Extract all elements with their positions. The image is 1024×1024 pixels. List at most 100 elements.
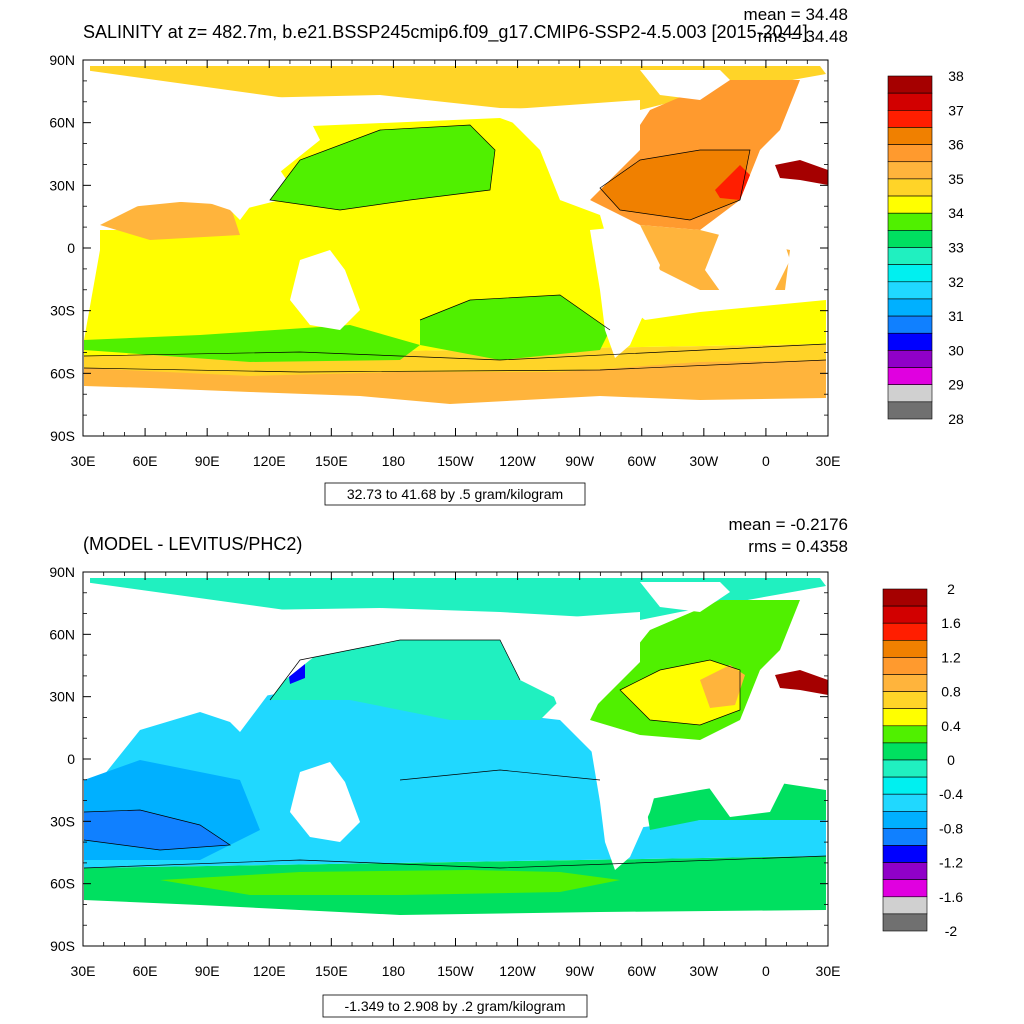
stat-mean: mean = 34.48 (744, 5, 848, 24)
continent-antarctica (84, 400, 826, 436)
x-tick-label: 90W (565, 963, 595, 979)
colorbar-swatch (887, 92, 933, 111)
y-tick-label: 90S (50, 428, 75, 444)
x-tick-label: 30E (816, 453, 841, 469)
region-gulf-stream (700, 665, 745, 708)
colorbar-swatch (887, 384, 933, 403)
map-area (82, 571, 829, 947)
region-indian-deep (84, 810, 230, 850)
info-label: 32.73 to 41.68 by .5 gram/kilogram (347, 486, 563, 502)
colorbar-swatch (882, 828, 928, 846)
x-tick-label: 0 (762, 453, 770, 469)
y-tick-label: 60N (49, 626, 75, 642)
colorbar-label: 0.8 (941, 684, 961, 700)
contour-line (83, 343, 827, 361)
region-north-pacific-green (270, 125, 495, 210)
colorbar-swatch (882, 691, 928, 709)
colorbar-swatch (882, 776, 928, 795)
x-tick-label: 120E (253, 963, 286, 979)
stat-mean: mean = -0.2176 (728, 515, 848, 534)
colorbar-swatch (882, 725, 928, 744)
x-tick-label: 60W (627, 963, 657, 979)
continent-africa (705, 230, 790, 305)
x-tick-label: 60E (133, 963, 158, 979)
y-tick-label: 90N (49, 564, 75, 580)
colorbar-swatch (887, 281, 933, 300)
y-tick-label: 90N (49, 52, 75, 68)
colorbar-label: 31 (948, 308, 964, 324)
colorbar-swatch (887, 212, 933, 231)
panel-salinity: SALINITY at z= 482.7m, b.e21.BSSP245cmip… (49, 5, 964, 506)
x-tick-label: 30E (71, 453, 96, 469)
colorbar-swatch (882, 742, 928, 761)
colorbar-label: 33 (948, 240, 964, 256)
x-tick-label: 120W (499, 453, 536, 469)
colorbar-swatch (887, 178, 933, 197)
x-tick-label: 30E (816, 963, 841, 979)
colorbar-swatch (882, 913, 928, 932)
colorbar-label: 0.4 (941, 718, 961, 734)
y-tick-label: 0 (67, 751, 75, 767)
colorbar-swatch (887, 298, 933, 317)
colorbar: 38 37 36 35 34 33 32 31 30 29 28 (887, 68, 964, 427)
x-axis: 30E 60E 90E 120E 150E 180 150W 120W 90W 60W 30W 0 30… (71, 572, 841, 979)
colorbar-swatch (887, 161, 933, 180)
colorbar-label: 32 (948, 274, 964, 290)
colorbar-label: 28 (948, 411, 964, 427)
info-box-frame (322, 994, 588, 1018)
y-tick-label: 30S (50, 813, 75, 829)
colorbar-swatch (882, 879, 928, 898)
colorbar-label: 34 (948, 205, 964, 221)
colorbar-swatch (887, 264, 933, 283)
x-tick-label: 150W (437, 453, 474, 469)
colorbar-swatch (887, 332, 933, 351)
colorbar-label: 2 (947, 581, 955, 597)
x-tick-label: 180 (382, 963, 406, 979)
colorbar-swatch (882, 845, 928, 863)
region-arctic (90, 66, 826, 110)
x-tick-label: 180 (382, 453, 406, 469)
colorbar-label: 35 (948, 171, 964, 187)
continent-australia (290, 250, 360, 330)
x-tick-label: 150E (315, 453, 348, 469)
colorbar-swatch (882, 810, 928, 829)
panel-difference: (MODEL - LEVITUS/PHC2) mean = -0.2176 rm… (49, 515, 963, 1018)
colorbar-swatch (887, 315, 933, 334)
colorbar-swatch (882, 657, 928, 675)
contour-line (619, 659, 741, 726)
colorbar: 2 1.6 1.2 0.8 0.4 0 -0.4 -0.8 -1.2 -1.6 -2 (882, 581, 963, 939)
y-tick-label: 60S (50, 365, 75, 381)
y-tick-label: 30N (49, 177, 75, 193)
x-tick-label: 0 (762, 963, 770, 979)
chart-title: (MODEL - LEVITUS/PHC2) (83, 534, 302, 554)
colorbar-label: -1.2 (939, 855, 963, 871)
continent-africa (705, 742, 790, 817)
region-north-pacific (270, 640, 560, 720)
continent-greenland (640, 70, 730, 100)
x-tick-label: 120E (253, 453, 286, 469)
colorbar-label: 37 (948, 102, 964, 118)
colorbar-label: 0 (947, 752, 955, 768)
colorbar-swatch (882, 605, 928, 624)
x-tick-label: 150W (437, 963, 474, 979)
colorbar-label: 29 (948, 377, 964, 393)
continent-antarctica (84, 912, 826, 946)
contour-line (419, 294, 611, 331)
region-west-indian (100, 200, 240, 240)
colorbar-swatch (887, 247, 933, 265)
region-red-sea (775, 670, 828, 695)
x-tick-label: 90W (565, 453, 595, 469)
y-tick-label: 90S (50, 938, 75, 954)
x-axis: 30E 60E 90E 120E 150E 180 150W 120W 90W 60W 30W 0 30… (71, 60, 841, 469)
colorbar-swatch (882, 674, 928, 692)
contour-line (83, 855, 827, 869)
chart-title: SALINITY at z= 482.7m, b.e21.BSSP245cmip… (83, 22, 808, 43)
colorbar-swatch (887, 127, 933, 145)
region-acc (84, 344, 826, 376)
map-area (82, 59, 829, 437)
x-tick-label: 90E (195, 963, 220, 979)
contour-lines (83, 124, 827, 373)
colorbar-swatch (887, 110, 933, 128)
colorbar-label: -0.4 (939, 786, 963, 802)
colorbar-swatch (887, 367, 933, 385)
